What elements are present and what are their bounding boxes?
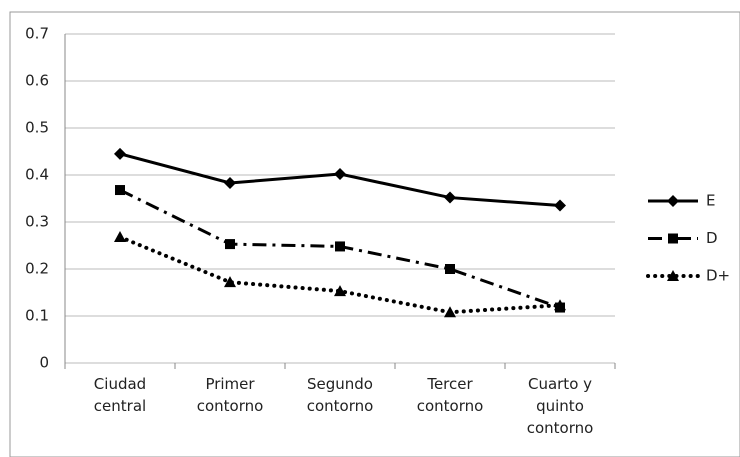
data-point <box>445 264 455 274</box>
data-point <box>334 285 346 297</box>
y-tick-label: 0.5 <box>25 119 49 137</box>
legend-label: E <box>706 192 715 210</box>
data-point <box>114 147 126 160</box>
y-tick-label: 0.1 <box>25 307 49 325</box>
legend-marker <box>667 270 679 281</box>
y-tick-label: 0 <box>39 354 49 372</box>
data-point <box>335 241 345 252</box>
data-point <box>444 306 456 318</box>
y-tick-label: 0.4 <box>25 166 49 184</box>
y-tick-label: 0.3 <box>25 213 49 231</box>
data-point <box>114 231 126 243</box>
x-tick-label: Ciudad central <box>93 375 147 415</box>
data-point <box>115 185 125 196</box>
data-point <box>225 239 235 250</box>
data-point <box>224 176 236 189</box>
data-point <box>224 276 236 288</box>
data-point <box>334 168 346 181</box>
legend-marker <box>668 233 678 244</box>
data-point <box>444 191 456 204</box>
legend-label: D <box>706 229 718 247</box>
chart-border <box>9 11 740 457</box>
y-tick-label: 0.7 <box>25 25 49 43</box>
x-tick-label: Cuarto y quinto contorno <box>526 375 594 437</box>
y-tick-label: 0.2 <box>25 260 49 278</box>
x-tick-label: Segundo contorno <box>306 375 374 415</box>
legend-marker <box>667 195 679 207</box>
x-tick-label: Primer contorno <box>196 375 264 415</box>
x-tick-label: Tercer contorno <box>416 375 484 415</box>
data-point <box>554 299 566 311</box>
data-point <box>554 199 566 212</box>
y-tick-label: 0.6 <box>25 72 49 90</box>
legend-label: D+ <box>706 267 730 285</box>
